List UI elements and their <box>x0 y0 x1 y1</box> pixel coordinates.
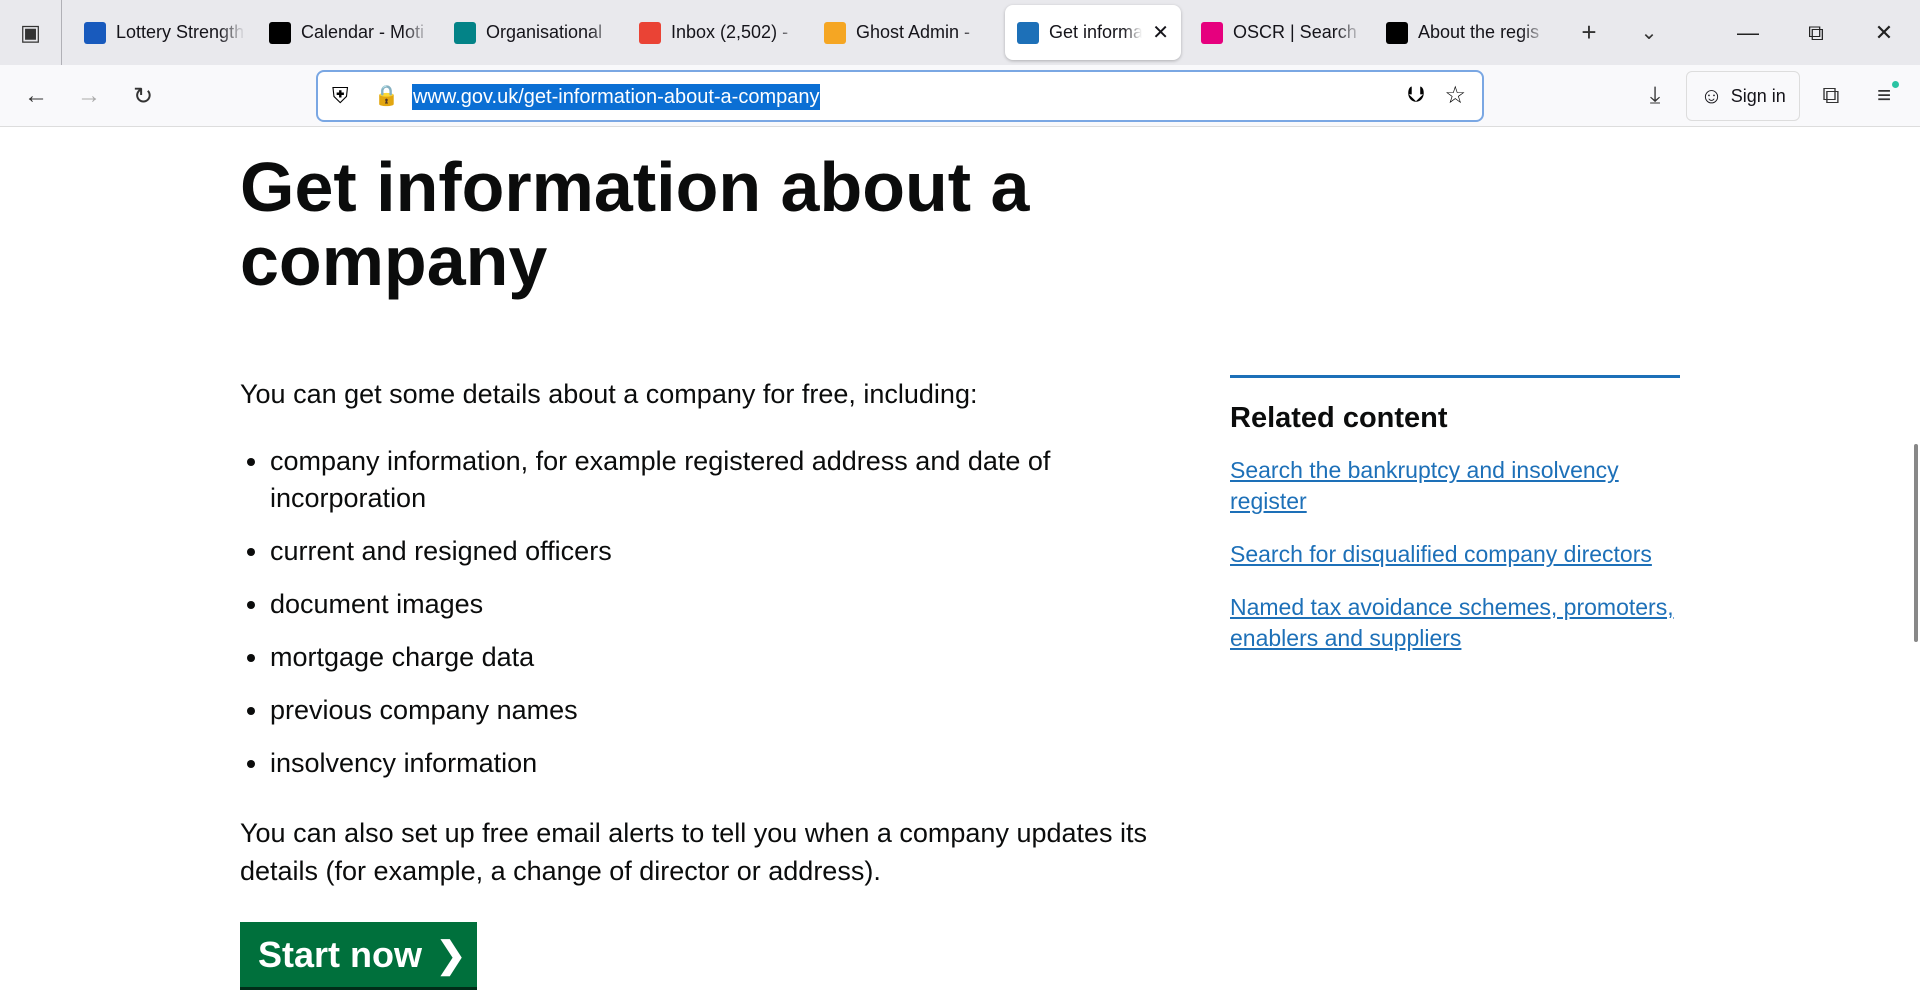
tab-title: Lottery Strength <box>116 22 245 42</box>
tab-crown[interactable]: About the regis <box>1374 5 1559 60</box>
govuk-crown-icon <box>1017 21 1039 44</box>
shield-icon[interactable]: ⛨ <box>332 83 349 108</box>
oscr-icon <box>1201 21 1223 44</box>
tab-motion[interactable]: Calendar - Moti <box>257 5 442 60</box>
tab-sharepoint[interactable]: Organisational <box>442 5 627 60</box>
tab-oscr[interactable]: OSCR | Search f <box>1189 5 1374 60</box>
related-link-disqualified-directors[interactable]: Search for disqualified company director… <box>1230 541 1652 567</box>
list-item: company information, for example registe… <box>270 443 1130 517</box>
start-now-label: Start now <box>258 933 423 975</box>
related-link-bankruptcy[interactable]: Search the bankruptcy and insolvency reg… <box>1230 457 1619 514</box>
list-item: mortgage charge data <box>270 639 1130 676</box>
tab-word[interactable]: Lottery Strength <box>72 5 257 60</box>
list-item: insolvency information <box>270 745 1130 782</box>
list-item: current and resigned officers <box>270 533 1130 570</box>
minimize-button[interactable]: — <box>1737 19 1759 45</box>
list-all-tabs-button[interactable]: ⌄ <box>1640 22 1658 44</box>
motion-icon <box>269 21 291 44</box>
tab-title: OSCR | Search f <box>1233 22 1362 42</box>
bookmark-star-icon[interactable]: ☆ <box>1444 82 1466 109</box>
page-title: Get information about a company <box>240 148 1030 300</box>
lock-icon[interactable]: 🔒 <box>374 85 399 107</box>
forward-button[interactable]: → <box>77 82 101 109</box>
account-icon: ☺ <box>1700 83 1723 108</box>
tab-title: About the regis <box>1418 22 1540 42</box>
close-tab-icon[interactable]: ✕ <box>1152 22 1169 44</box>
page-content: Get information about a company You can … <box>0 128 1920 1008</box>
navigation-toolbar: ← → ↻ ⛨ 🔒 www.gov.uk/get-information-abo… <box>0 65 1920 127</box>
related-content: Related content Search the bankruptcy an… <box>1230 375 1680 676</box>
chevron-right-icon: ❯ <box>436 933 467 975</box>
tab-ghost[interactable]: Ghost Admin - <box>812 5 997 60</box>
sign-in-label: Sign in <box>1730 85 1786 106</box>
back-button[interactable]: ← <box>24 82 48 109</box>
ghost-icon <box>824 21 846 44</box>
close-window-button[interactable]: ✕ <box>1874 19 1894 45</box>
new-tab-button[interactable]: + <box>1581 17 1597 47</box>
scrollbar[interactable] <box>1914 444 1918 642</box>
tab-title: Calendar - Moti <box>301 22 425 42</box>
restore-button[interactable]: ⧉ <box>1808 19 1824 45</box>
tab-title: Organisational <box>486 22 603 42</box>
intro-text: You can get some details about a company… <box>240 379 978 409</box>
related-heading: Related content <box>1230 402 1448 434</box>
menu-icon[interactable]: ≡ <box>1865 77 1903 115</box>
related-link-tax-avoidance[interactable]: Named tax avoidance schemes, promoters, … <box>1230 594 1674 651</box>
crown-icon <box>1386 21 1408 44</box>
save-to-pocket-icon[interactable]: ⮋ <box>1407 82 1424 107</box>
tab-govuk-crown[interactable]: Get information ✕ <box>1005 5 1181 60</box>
tab-title: Ghost Admin - <box>856 22 971 42</box>
gmail-icon <box>639 21 661 44</box>
extensions-icon[interactable]: ⧉ <box>1822 82 1840 109</box>
firefox-view-button[interactable]: ▣ <box>0 0 62 65</box>
sign-in-button[interactable]: ☺ Sign in <box>1686 71 1800 121</box>
url-input[interactable]: www.gov.uk/get-information-about-a-compa… <box>412 84 821 110</box>
details-list: company information, for example registe… <box>270 443 1130 798</box>
tab-bar: ▣ Lottery Strength Calendar - Moti Organis… <box>0 0 1920 65</box>
url-bar[interactable]: ⛨ 🔒 www.gov.uk/get-information-about-a-c… <box>316 70 1484 122</box>
tab-gmail[interactable]: Inbox (2,502) - <box>627 5 812 60</box>
tab-title: Inbox (2,502) - <box>671 22 789 42</box>
sharepoint-icon <box>454 21 476 44</box>
list-item: previous company names <box>270 692 1130 729</box>
reload-button[interactable]: ↻ <box>132 82 154 110</box>
start-now-button[interactable]: Start now ❯ <box>240 922 477 987</box>
alerts-text: You can also set up free email alerts to… <box>240 818 1148 886</box>
downloads-icon[interactable]: ⤓ <box>1649 82 1661 109</box>
word-icon <box>84 21 106 44</box>
tab-title: Get information <box>1049 22 1143 42</box>
list-item: document images <box>270 586 1130 623</box>
